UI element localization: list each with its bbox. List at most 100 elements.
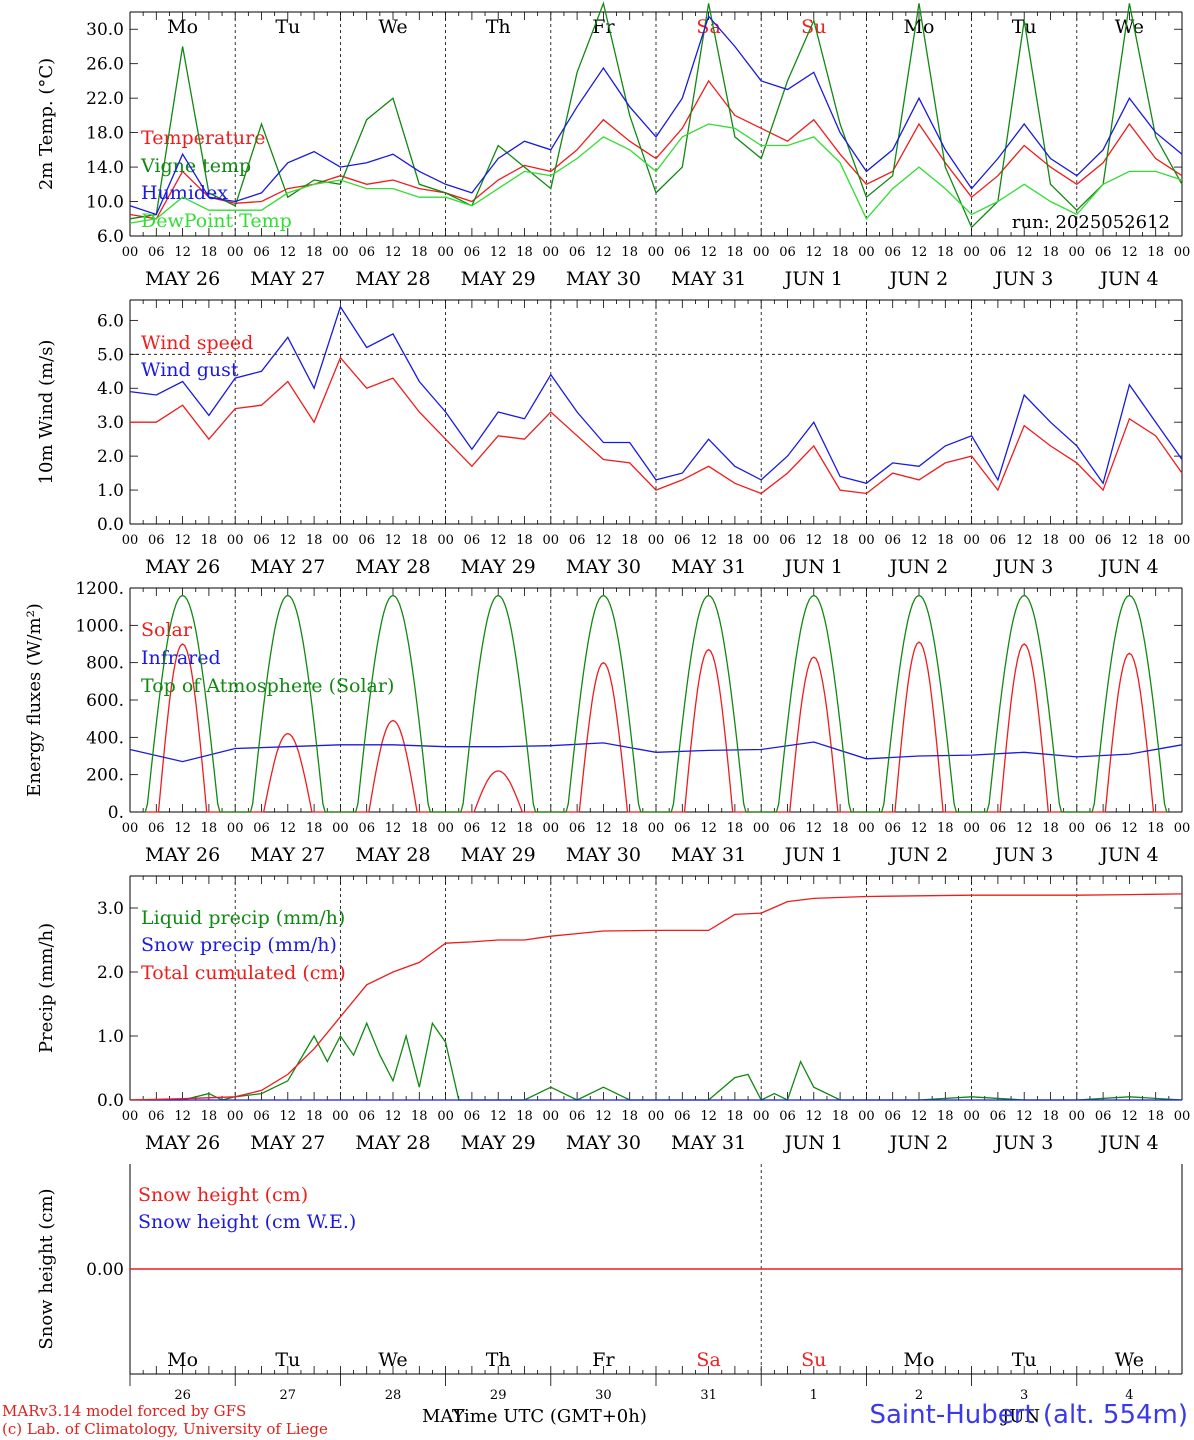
hour-tick-label: 18 bbox=[516, 533, 533, 548]
hour-tick-label: 18 bbox=[621, 1109, 638, 1124]
hour-tick-label: 06 bbox=[148, 821, 165, 836]
hour-tick-label: 00 bbox=[648, 245, 665, 260]
legend-entry: DewPoint Temp bbox=[141, 210, 292, 232]
hour-tick-label: 06 bbox=[358, 1109, 375, 1124]
hour-tick-label: 06 bbox=[1095, 533, 1112, 548]
hour-tick-label: 06 bbox=[779, 821, 796, 836]
hour-tick-label: 00 bbox=[332, 821, 349, 836]
hour-tick-label: 00 bbox=[753, 1109, 770, 1124]
hour-tick-label: 12 bbox=[174, 1109, 191, 1124]
legend-entry: Vigne temp bbox=[140, 155, 251, 177]
hour-tick-label: 12 bbox=[280, 821, 297, 836]
hour-tick-label: 12 bbox=[490, 1109, 507, 1124]
date-label: MAY 26 bbox=[145, 556, 220, 578]
hour-tick-label: 18 bbox=[201, 821, 218, 836]
date-label: MAY 29 bbox=[461, 556, 536, 578]
hour-tick-label: 06 bbox=[1095, 245, 1112, 260]
hour-tick-label: 00 bbox=[1069, 821, 1086, 836]
day-number-label: 29 bbox=[490, 1388, 507, 1403]
station-name: Saint-Hubert (alt. 554m) bbox=[869, 1400, 1188, 1430]
hour-tick-label: 18 bbox=[201, 533, 218, 548]
legend-entry: Snow height (cm W.E.) bbox=[138, 1211, 356, 1233]
day-number-label: 30 bbox=[595, 1388, 612, 1403]
date-label: MAY 27 bbox=[250, 268, 325, 290]
hour-tick-label: 00 bbox=[753, 821, 770, 836]
y-tick-label: 6.0 bbox=[97, 227, 124, 247]
hour-tick-label: 12 bbox=[490, 821, 507, 836]
date-label: JUN 2 bbox=[888, 1132, 948, 1154]
date-label: JUN 3 bbox=[993, 556, 1053, 578]
date-label: MAY 30 bbox=[566, 1132, 641, 1154]
hour-tick-label: 12 bbox=[911, 245, 928, 260]
hour-tick-label: 00 bbox=[332, 245, 349, 260]
hour-tick-label: 12 bbox=[385, 821, 402, 836]
y-tick-label: 10.0 bbox=[86, 193, 124, 213]
hour-tick-label: 00 bbox=[858, 245, 875, 260]
day-number-label: 31 bbox=[700, 1388, 717, 1403]
hour-tick-label: 00 bbox=[122, 245, 139, 260]
date-label: JUN 1 bbox=[783, 844, 843, 866]
hour-tick-label: 06 bbox=[253, 821, 270, 836]
hour-tick-label: 18 bbox=[1147, 533, 1164, 548]
hour-tick-label: 18 bbox=[201, 1109, 218, 1124]
hour-tick-label: 06 bbox=[990, 1109, 1007, 1124]
series-line-infrared bbox=[129, 741, 1183, 763]
series-line-liquid-precip-mm-h- bbox=[130, 1021, 1183, 1101]
hour-tick-label: 12 bbox=[911, 1109, 928, 1124]
hour-tick-label: 18 bbox=[411, 1109, 428, 1124]
hour-tick-label: 06 bbox=[464, 1109, 481, 1124]
hour-tick-label: 00 bbox=[1174, 533, 1191, 548]
date-label: JUN 1 bbox=[783, 268, 843, 290]
date-label: JUN 2 bbox=[888, 556, 948, 578]
hour-tick-label: 06 bbox=[884, 533, 901, 548]
hour-tick-label: 12 bbox=[1121, 1109, 1138, 1124]
day-number-label: 3 bbox=[1020, 1388, 1028, 1403]
legend-entry: Top of Atmosphere (Solar) bbox=[141, 675, 394, 697]
hour-tick-label: 18 bbox=[516, 1109, 533, 1124]
hour-tick-label: 06 bbox=[464, 533, 481, 548]
hour-tick-label: 00 bbox=[437, 245, 454, 260]
weekday-label: Tu bbox=[1012, 16, 1037, 38]
hour-tick-label: 06 bbox=[990, 821, 1007, 836]
weekday-label: Tu bbox=[275, 1349, 300, 1371]
hour-tick-label: 12 bbox=[385, 245, 402, 260]
hour-tick-label: 18 bbox=[306, 821, 323, 836]
hour-tick-label: 18 bbox=[1147, 821, 1164, 836]
hour-tick-label: 18 bbox=[306, 533, 323, 548]
hour-tick-label: 06 bbox=[569, 821, 586, 836]
hour-tick-label: 12 bbox=[1016, 1109, 1033, 1124]
hour-tick-label: 00 bbox=[437, 1109, 454, 1124]
hour-tick-label: 06 bbox=[253, 533, 270, 548]
hour-tick-label: 18 bbox=[937, 821, 954, 836]
hour-tick-label: 18 bbox=[621, 821, 638, 836]
y-tick-label: 800. bbox=[86, 654, 124, 674]
hour-tick-label: 12 bbox=[595, 245, 612, 260]
hour-tick-label: 06 bbox=[990, 245, 1007, 260]
hour-tick-label: 00 bbox=[963, 245, 980, 260]
hour-tick-label: 00 bbox=[753, 533, 770, 548]
date-label: MAY 28 bbox=[355, 268, 430, 290]
series-line-top-of-atmosphere-solar- bbox=[143, 594, 1169, 813]
weekday-label: Su bbox=[801, 1349, 826, 1371]
y-axis-label: Snow height (cm) bbox=[36, 1188, 57, 1349]
hour-tick-label: 06 bbox=[779, 1109, 796, 1124]
hour-tick-label: 00 bbox=[963, 821, 980, 836]
series-line-vigne-temp bbox=[129, 1, 1183, 229]
hour-tick-label: 18 bbox=[1147, 1109, 1164, 1124]
hour-tick-label: 00 bbox=[122, 821, 139, 836]
hour-tick-label: 00 bbox=[122, 1109, 139, 1124]
y-tick-label: 400. bbox=[86, 728, 124, 748]
hour-tick-label: 06 bbox=[569, 533, 586, 548]
hour-tick-label: 18 bbox=[516, 821, 533, 836]
hour-tick-label: 12 bbox=[280, 1109, 297, 1124]
weekday-label: Su bbox=[801, 16, 826, 38]
hour-tick-label: 06 bbox=[884, 245, 901, 260]
y-tick-label: 600. bbox=[86, 691, 124, 711]
date-label: JUN 3 bbox=[993, 1132, 1053, 1154]
hour-tick-label: 18 bbox=[411, 821, 428, 836]
hour-tick-label: 00 bbox=[858, 533, 875, 548]
legend-entry: Snow precip (mm/h) bbox=[141, 934, 337, 956]
date-label: MAY 28 bbox=[355, 1132, 430, 1154]
hour-tick-label: 18 bbox=[201, 245, 218, 260]
